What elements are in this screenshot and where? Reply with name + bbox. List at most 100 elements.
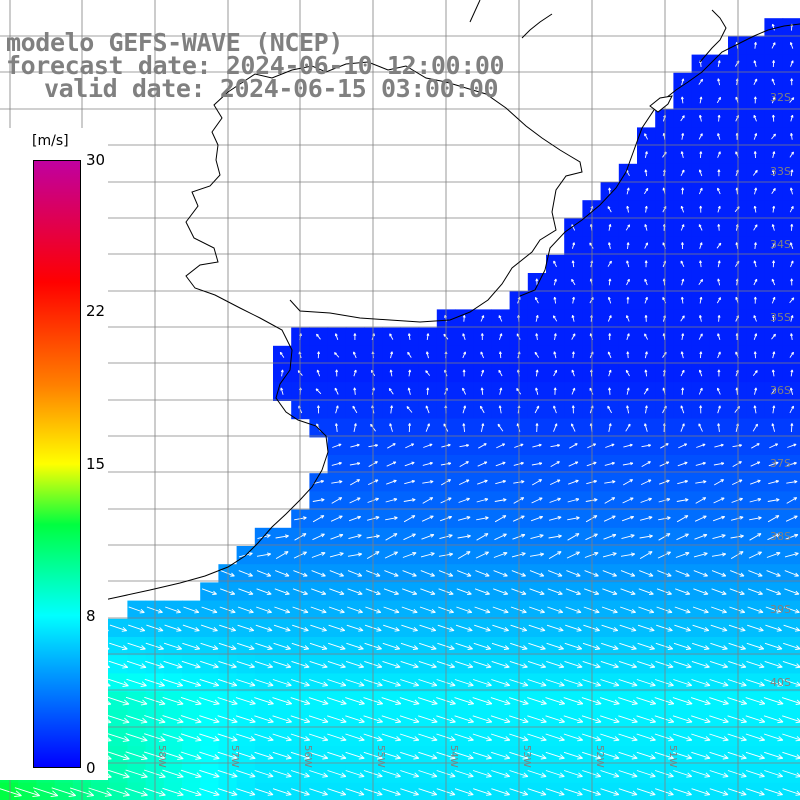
- wind-arrow: [311, 570, 326, 577]
- wind-arrow: [746, 642, 765, 650]
- wind-arrow: [750, 461, 761, 467]
- wind-arrow: [599, 697, 620, 705]
- wind-arrow: [784, 588, 800, 596]
- wind-arrow: [423, 443, 433, 448]
- wind-arrow: [753, 151, 757, 159]
- wind-arrow: [345, 788, 365, 796]
- wind-arrow: [607, 260, 612, 267]
- wind-arrow: [656, 624, 673, 632]
- wind-arrow: [763, 715, 784, 724]
- wind-arrow: [473, 660, 492, 669]
- wind-arrow: [603, 515, 616, 522]
- wind-arrow: [680, 260, 685, 267]
- wind-arrow: [698, 114, 702, 122]
- wind-arrow: [604, 497, 616, 504]
- wind-arrow: [745, 751, 765, 760]
- wind-arrow: [581, 733, 602, 742]
- wind-arrow: [709, 679, 729, 687]
- wind-arrow: [125, 769, 148, 779]
- wind-arrow: [730, 551, 744, 559]
- colorbar-tick-30: 30: [86, 151, 106, 169]
- wind-arrow: [771, 369, 775, 377]
- wind-arrow: [529, 552, 545, 557]
- wind-arrow: [717, 205, 721, 213]
- wind-arrow: [164, 624, 182, 632]
- wind-arrow: [622, 497, 634, 504]
- wind-cell: [109, 782, 128, 800]
- wind-arrow: [566, 551, 580, 559]
- wind-arrow: [163, 642, 183, 651]
- wind-arrow: [497, 423, 504, 432]
- wind-arrow: [753, 60, 757, 67]
- wind-arrow: [600, 733, 620, 742]
- wind-arrow: [753, 278, 758, 286]
- wind-arrow: [691, 715, 711, 724]
- wind-arrow: [217, 715, 238, 724]
- wind-arrow: [730, 570, 745, 577]
- wind-arrow: [656, 588, 672, 596]
- wind-arrow: [698, 133, 703, 140]
- wind-arrow: [675, 588, 691, 596]
- wind-arrow: [753, 205, 757, 213]
- wind-arrow: [326, 697, 347, 705]
- wind-arrow: [572, 296, 575, 304]
- wind-arrow: [571, 423, 576, 432]
- wind-arrow: [636, 788, 656, 796]
- wind-arrow: [400, 751, 420, 760]
- wind-arrow: [717, 278, 721, 286]
- wind-arrow: [279, 351, 285, 358]
- wind-arrow: [676, 533, 689, 541]
- wind-arrow: [640, 497, 652, 503]
- wind-arrow: [600, 751, 620, 760]
- wind-arrow: [331, 461, 342, 466]
- wind-arrow: [426, 333, 430, 340]
- wind-arrow: [352, 405, 358, 414]
- wind-arrow: [381, 715, 402, 724]
- wind-arrow: [308, 733, 329, 742]
- wind-arrow: [698, 333, 703, 340]
- wind-arrow: [329, 570, 344, 577]
- wind-arrow: [600, 788, 620, 796]
- wind-arrow: [254, 679, 274, 687]
- wind-arrow: [491, 679, 511, 687]
- wind-arrow: [311, 588, 327, 596]
- wind-arrow: [569, 443, 578, 449]
- wind-arrow: [550, 443, 560, 448]
- wind-arrow: [163, 660, 183, 669]
- wind-arrow: [478, 443, 487, 449]
- wind-arrow: [389, 333, 394, 340]
- wind-arrow: [732, 461, 742, 467]
- wind-arrow: [644, 205, 648, 213]
- wind-arrow: [546, 624, 564, 632]
- wind-arrow: [220, 588, 236, 596]
- wind-arrow: [698, 78, 704, 85]
- wind-arrow: [535, 423, 539, 433]
- wind-arrow: [418, 733, 438, 742]
- wind-arrow: [771, 388, 776, 395]
- wind-arrow: [530, 515, 544, 522]
- wind-arrow: [782, 751, 800, 760]
- wind-arrow: [199, 788, 220, 797]
- wind-arrow: [607, 405, 612, 414]
- wind-arrow: [581, 715, 602, 724]
- wind-arrow: [680, 315, 685, 322]
- wind-arrow: [676, 515, 689, 523]
- wind-cell: [91, 782, 110, 800]
- wind-arrow: [458, 497, 470, 503]
- wind-arrow: [747, 624, 764, 632]
- wind-arrow: [618, 697, 638, 705]
- wind-arrow: [644, 260, 648, 268]
- wind-arrow: [389, 369, 393, 377]
- wind-arrow: [764, 679, 784, 687]
- wind-arrow: [418, 751, 438, 760]
- wind-arrow: [535, 278, 539, 286]
- wind-arrow: [727, 733, 747, 742]
- wind-arrow: [180, 696, 202, 706]
- wind-arrow: [626, 405, 630, 414]
- wind-arrow: [745, 770, 765, 778]
- wind-arrow: [236, 788, 256, 796]
- wind-arrow: [548, 570, 563, 577]
- wind-arrow: [751, 443, 760, 449]
- wind-arrow: [604, 461, 615, 466]
- wind-arrow: [532, 443, 542, 448]
